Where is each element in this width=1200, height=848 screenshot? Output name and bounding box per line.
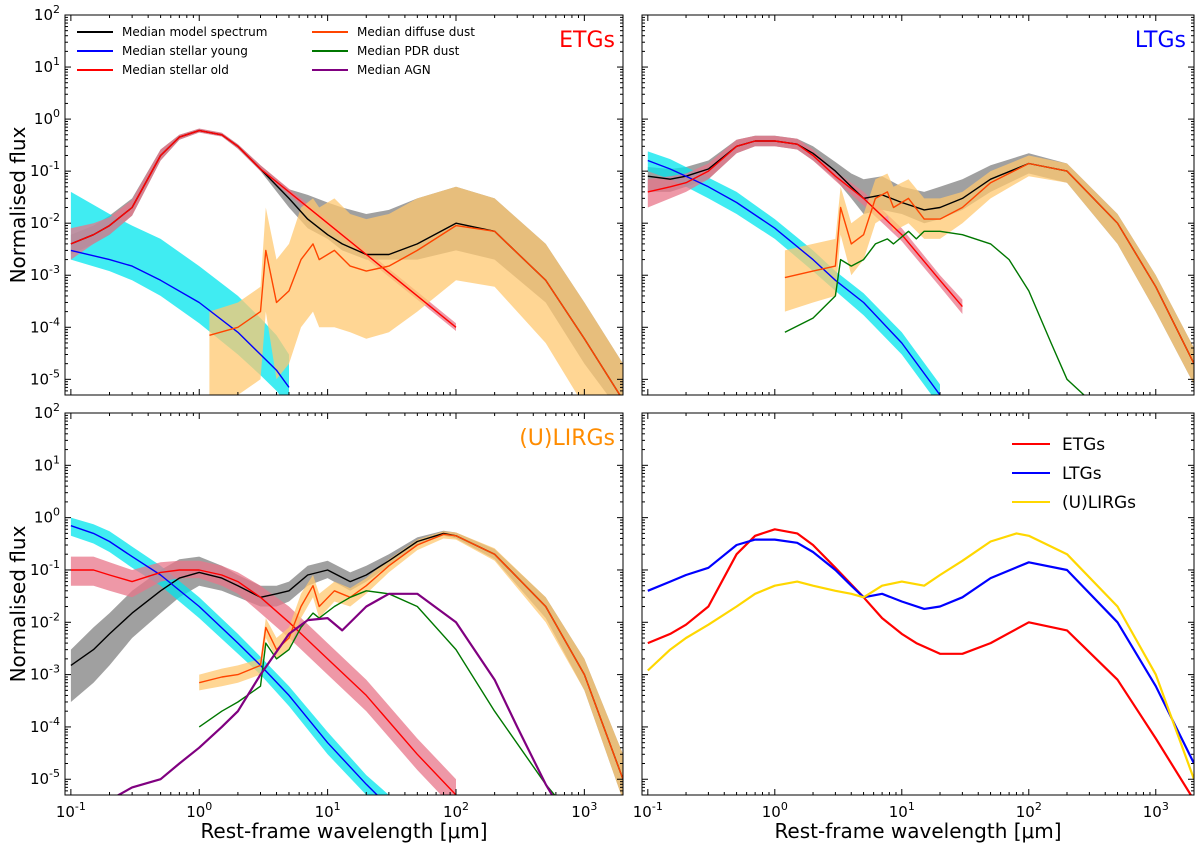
- y-tick-label: 101: [34, 55, 60, 76]
- x-tick-label: 10-1: [633, 800, 663, 821]
- series-line-median-stellar-old: [70, 129, 457, 328]
- series-line-median-diffuse-dust: [784, 162, 1194, 365]
- legend-entry: LTGs: [1062, 464, 1102, 484]
- x-tick-label: 103: [571, 800, 597, 821]
- panels: 10-5 10-4 10-3 10-2 10-1 100 101 102 ETGs Normali…: [6, 3, 1195, 843]
- y-tick-label: 10-2: [30, 211, 60, 232]
- band-median-stellar-young: [70, 517, 389, 795]
- x-tick-label: 102: [443, 800, 469, 821]
- panel-label: ETGs: [559, 28, 615, 53]
- panel-2: LTGs: [641, 14, 1195, 396]
- series-line-ltgs: [647, 538, 1194, 764]
- x-tick-label: 103: [1143, 800, 1169, 821]
- series-line-median-diffuse-dust: [199, 533, 623, 780]
- y-tick-label: 101: [34, 453, 60, 474]
- legend-entry: (U)LIRGs: [1062, 493, 1136, 513]
- y-tick-label: 102: [34, 3, 60, 24]
- band-median-stellar-old: [70, 128, 457, 331]
- series-line-etgs: [647, 528, 1193, 795]
- panel-label: (U)LIRGs: [519, 426, 615, 451]
- x-axis-label: Rest-frame wavelength [μm]: [200, 819, 487, 843]
- y-ticks: [642, 14, 1194, 392]
- y-tick-label: 10-5: [30, 367, 60, 388]
- x-tick-label: 101: [889, 800, 915, 821]
- legend-entry: Median stellar old: [122, 63, 229, 77]
- y-tick-label: 100: [34, 506, 60, 527]
- legend-entry: Median model spectrum: [122, 25, 267, 39]
- series-line-u-lirgs: [647, 532, 1194, 780]
- plot-area: [70, 517, 623, 795]
- legend: ETGs LTGs (U)LIRGs: [1012, 435, 1136, 513]
- series-line-median-stellar-old: [647, 140, 963, 308]
- series-line-median-stellar-young: [70, 525, 379, 795]
- y-tick-label: 102: [34, 401, 60, 422]
- plot-area: [647, 528, 1194, 795]
- series-line-median-stellar-old: [70, 569, 457, 795]
- y-tick-label: 10-3: [30, 263, 60, 284]
- plot-area: [70, 128, 623, 395]
- series-line-median-stellar-young: [647, 159, 941, 395]
- x-tick-label: 10-1: [56, 800, 86, 821]
- x-tick-label: 102: [1016, 800, 1042, 821]
- y-tick-label: 10-4: [30, 715, 60, 736]
- y-tick-label: 10-1: [30, 558, 60, 579]
- x-tick-label: 100: [762, 800, 788, 821]
- y-tick-label: 10-3: [30, 663, 60, 684]
- legend: Median model spectrum Median stellar youn…: [77, 25, 475, 77]
- panel-label: LTGs: [1135, 28, 1186, 53]
- axes-frame: [641, 14, 1195, 396]
- axes-frame: [64, 14, 624, 396]
- y-ticks: 10-5 10-4 10-3 10-2 10-1 100 101 102: [30, 3, 623, 392]
- band-median-diffuse-dust: [199, 531, 623, 795]
- legend-entry: ETGs: [1062, 435, 1105, 455]
- x-tick-label: 100: [186, 800, 212, 821]
- legend-entry: Median diffuse dust: [357, 25, 475, 39]
- series-line-median-stellar-young: [70, 249, 290, 388]
- series-line-median-pdr-dust: [784, 230, 1086, 395]
- series-line-median-diffuse-dust: [209, 224, 621, 395]
- y-tick-label: 10-5: [30, 767, 60, 788]
- band-median-stellar-old: [70, 556, 456, 795]
- y-tick-label: 10-2: [30, 610, 60, 631]
- legend-entry: Median stellar young: [122, 44, 248, 58]
- legend-entry: Median AGN: [357, 63, 431, 77]
- axes-frame: [64, 412, 624, 796]
- y-ticks: [642, 412, 1194, 792]
- panel-1: 10-5 10-4 10-3 10-2 10-1 100 101 102 ETGs Normali…: [6, 3, 624, 396]
- x-axis-label: Rest-frame wavelength [μm]: [774, 819, 1061, 843]
- x-ticks: [641, 15, 1195, 395]
- series-line-median-agn: [116, 592, 554, 795]
- legend-entry: Median PDR dust: [357, 44, 460, 58]
- y-tick-label: 100: [34, 107, 60, 128]
- band-median-diffuse-dust: [784, 155, 1194, 385]
- band-median-model-spectrum: [70, 530, 623, 795]
- axes-frame: [641, 412, 1195, 796]
- y-axis-label: Normalised flux: [6, 525, 30, 682]
- y-axis-label: Normalised flux: [6, 126, 30, 283]
- y-tick-label: 10-1: [30, 159, 60, 180]
- panel-3: 10-1 100 101 102 103 10-5 10-4 10-3 10-2 10-1 100 1…: [6, 401, 624, 843]
- x-tick-label: 101: [315, 800, 341, 821]
- x-ticks: 10-1 100 101 102 103: [633, 413, 1195, 821]
- y-tick-label: 10-4: [30, 315, 60, 336]
- band-median-diffuse-dust: [209, 186, 623, 395]
- plot-area: [647, 135, 1194, 395]
- panel-4: 10-1 100 101 102 103 Rest-frame wavelength [μ…: [633, 412, 1195, 843]
- x-ticks: [64, 15, 624, 395]
